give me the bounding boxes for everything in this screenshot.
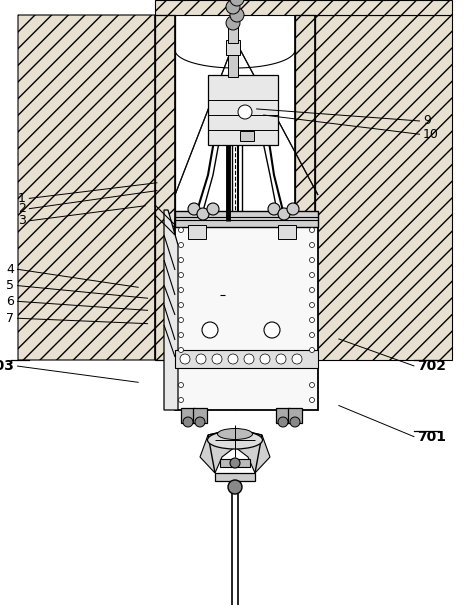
Polygon shape [200,430,235,473]
Text: 702: 702 [417,359,446,373]
Circle shape [179,258,183,263]
Bar [288,408,302,423]
Circle shape [179,243,183,247]
Circle shape [230,458,240,468]
Bar [228,23,238,43]
Circle shape [207,203,219,215]
Circle shape [179,272,183,278]
Circle shape [188,203,200,215]
Bar [228,52,238,77]
Bar [175,220,318,410]
Circle shape [310,287,314,292]
Ellipse shape [218,428,252,439]
Circle shape [292,354,302,364]
Bar [208,75,278,145]
Bar [193,408,207,423]
Circle shape [179,382,183,387]
Circle shape [226,16,240,30]
Circle shape [179,227,183,232]
Circle shape [238,105,252,119]
Circle shape [268,203,280,215]
Bar [226,40,240,55]
Circle shape [310,258,314,263]
Circle shape [179,397,183,402]
Polygon shape [235,430,270,473]
Circle shape [179,347,183,353]
Circle shape [244,354,254,364]
Bar [278,225,296,239]
Polygon shape [295,15,452,360]
Circle shape [179,302,183,307]
Bar [181,408,195,423]
Circle shape [179,318,183,322]
Circle shape [287,203,299,215]
Text: 1: 1 [18,192,26,205]
Bar [175,211,318,227]
Circle shape [230,0,244,6]
Text: 4: 4 [6,263,14,276]
Circle shape [179,287,183,292]
Text: 6: 6 [6,295,14,308]
Circle shape [228,354,238,364]
Ellipse shape [207,431,263,449]
Bar [215,473,255,481]
Circle shape [179,333,183,338]
Bar [276,408,290,423]
Polygon shape [164,210,178,410]
Circle shape [183,417,193,427]
Circle shape [278,208,290,220]
Circle shape [226,0,240,14]
Bar [188,225,206,239]
Circle shape [290,417,300,427]
Circle shape [310,272,314,278]
Text: 7: 7 [6,312,14,325]
Circle shape [310,302,314,307]
Circle shape [264,322,280,338]
Circle shape [260,354,270,364]
Text: 701: 701 [417,430,446,444]
Bar [175,350,318,368]
Circle shape [212,354,222,364]
Circle shape [310,243,314,247]
Polygon shape [155,0,452,15]
Circle shape [276,354,286,364]
Text: 2: 2 [18,202,26,215]
Circle shape [310,397,314,402]
Text: 10: 10 [423,128,439,141]
Circle shape [310,347,314,353]
Bar [155,15,175,360]
Text: 3: 3 [18,214,26,227]
Circle shape [228,480,242,494]
Text: 9: 9 [423,114,431,128]
Circle shape [230,8,244,22]
Circle shape [180,354,190,364]
Circle shape [310,318,314,322]
Circle shape [195,417,205,427]
Circle shape [196,354,206,364]
Polygon shape [175,40,318,195]
Text: 5: 5 [6,279,14,292]
Circle shape [310,333,314,338]
Circle shape [310,382,314,387]
Text: 703: 703 [0,359,14,373]
Circle shape [278,417,288,427]
Bar [240,131,254,141]
Bar [220,459,250,467]
Bar [295,15,315,360]
Circle shape [197,208,209,220]
Circle shape [202,322,218,338]
Circle shape [310,227,314,232]
Polygon shape [18,15,175,360]
